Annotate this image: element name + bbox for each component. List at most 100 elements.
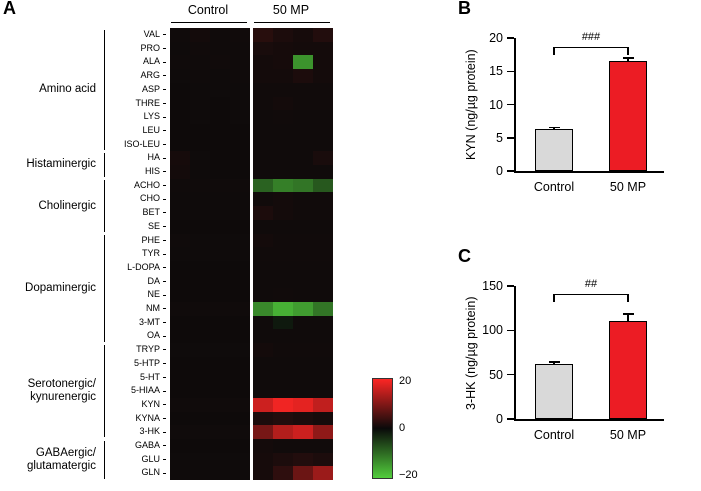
heatmap-cell [293, 356, 313, 371]
heatmap-cell [170, 466, 190, 481]
heatmap-cell [293, 425, 313, 440]
heatmap-cell [253, 178, 273, 193]
heatmap-cell [313, 233, 333, 248]
heatmap-cell [293, 28, 313, 42]
heatmap-cell [230, 219, 250, 234]
heatmap-row-label: L-DOPA [106, 261, 166, 275]
bar-50-mp [609, 321, 647, 419]
heatmap-row [170, 206, 333, 220]
heatmap-cell [293, 315, 313, 330]
heatmap-cell [190, 96, 210, 111]
heatmap-row-label: PHE [106, 234, 166, 248]
heatmap-cell [230, 384, 250, 398]
heatmap-cell [210, 165, 230, 179]
heatmap-cell [170, 28, 190, 42]
heatmap-cell [253, 96, 273, 111]
heatmap-row [170, 384, 333, 398]
panel-c-y-axis-label: 3-HK (ng/µg protein) [464, 296, 478, 410]
heatmap-cell [273, 329, 293, 344]
heatmap-cell [253, 425, 273, 440]
y-axis-tick [507, 170, 514, 172]
heatmap-cell [190, 219, 210, 234]
y-axis-tick-label: 10 [489, 97, 503, 112]
heatmap-cell [230, 329, 250, 344]
y-axis-tick [507, 418, 514, 420]
bar-control [535, 364, 573, 419]
heatmap-row-label: DA [106, 275, 166, 289]
panel-c-bar-chart: C 3-HK (ng/µg protein) 0 50 100 150 Control 5… [450, 246, 701, 491]
heatmap-cell [253, 41, 273, 56]
heatmap-cell [210, 137, 230, 152]
heatmap-cell [210, 55, 230, 70]
error-bar-cap [622, 57, 634, 59]
heatmap-row [170, 260, 333, 275]
heatmap-cell [190, 439, 210, 453]
heatmap-cell [313, 302, 333, 316]
heatmap-cell [253, 110, 273, 124]
heatmap-cell [253, 452, 273, 467]
significance-bracket-leg [553, 294, 555, 302]
heatmap-cell [313, 343, 333, 357]
y-axis-tick [507, 329, 514, 332]
heatmap-group-label: Serotonergic/kynurenergic [27, 378, 96, 404]
heatmap-cell [190, 466, 210, 481]
heatmap-cell [190, 123, 210, 138]
heatmap-cell [273, 233, 293, 248]
heatmap-cell [210, 41, 230, 56]
heatmap-cell [293, 411, 313, 426]
heatmap-group-brackets [104, 28, 108, 481]
panel-c-plot-area: 0 50 100 150 Control 50 MP ## [482, 278, 664, 442]
heatmap-row [170, 370, 333, 385]
heatmap-cell [210, 302, 230, 316]
heatmap-cell [273, 123, 293, 138]
heatmap-group-bracket [104, 180, 105, 232]
heatmap-cell [230, 28, 250, 42]
heatmap-cell [313, 439, 333, 453]
heatmap-cell [273, 260, 293, 275]
heatmap-row [170, 439, 333, 453]
heatmap-cell [190, 452, 210, 467]
heatmap-cell [273, 384, 293, 398]
heatmap-cell [190, 329, 210, 344]
heatmap-cell [190, 302, 210, 316]
heatmap-cell [190, 165, 210, 179]
heatmap-group-header-50mp: 50 MP [272, 3, 310, 17]
heatmap-group-label: Cholinergic [38, 199, 96, 212]
heatmap-row-labels: VAL PRO ALA ARG ASP THRE LYS LEU ISO-LEU HA HIS ACH… [106, 28, 166, 481]
heatmap-cell [253, 192, 273, 207]
heatmap-row-label: ASP [106, 83, 166, 97]
heatmap-cell [170, 274, 190, 289]
heatmap-cell [253, 343, 273, 357]
heatmap-cell [230, 343, 250, 357]
heatmap-cell [230, 110, 250, 124]
heatmap-cell [293, 329, 313, 344]
heatmap-row [170, 247, 333, 261]
x-category-label: Control [533, 180, 575, 194]
heatmap-row-label: ISO-LEU [106, 138, 166, 152]
heatmap-cell [230, 411, 250, 426]
heatmap-group-label: Histaminergic [26, 158, 96, 171]
heatmap-row [170, 178, 333, 193]
significance-label: ## [584, 278, 598, 290]
heatmap-cell [170, 123, 190, 138]
heatmap-cell [190, 384, 210, 398]
heatmap-cell [170, 233, 190, 248]
heatmap-cell [170, 41, 190, 56]
heatmap-row [170, 151, 333, 166]
heatmap-cell [253, 356, 273, 371]
panel-b-bar-chart: B KYN (ng/µg protein) 0 5 10 15 20 Control 50 … [450, 0, 701, 243]
heatmap-cell [230, 137, 250, 152]
panel-c-label: C [458, 246, 471, 266]
heatmap-cell [313, 315, 333, 330]
heatmap-cell [170, 219, 190, 234]
heatmap-cell [273, 466, 293, 481]
heatmap-cell [273, 178, 293, 193]
heatmap-cell [210, 452, 230, 467]
heatmap-cell [170, 82, 190, 97]
heatmap-cell [253, 233, 273, 248]
heatmap-cell [253, 247, 273, 261]
colorbar-min-label: −20 [399, 469, 418, 481]
heatmap-header-line-50mp [254, 22, 330, 23]
heatmap-cell [253, 151, 273, 166]
heatmap-cell [230, 425, 250, 440]
